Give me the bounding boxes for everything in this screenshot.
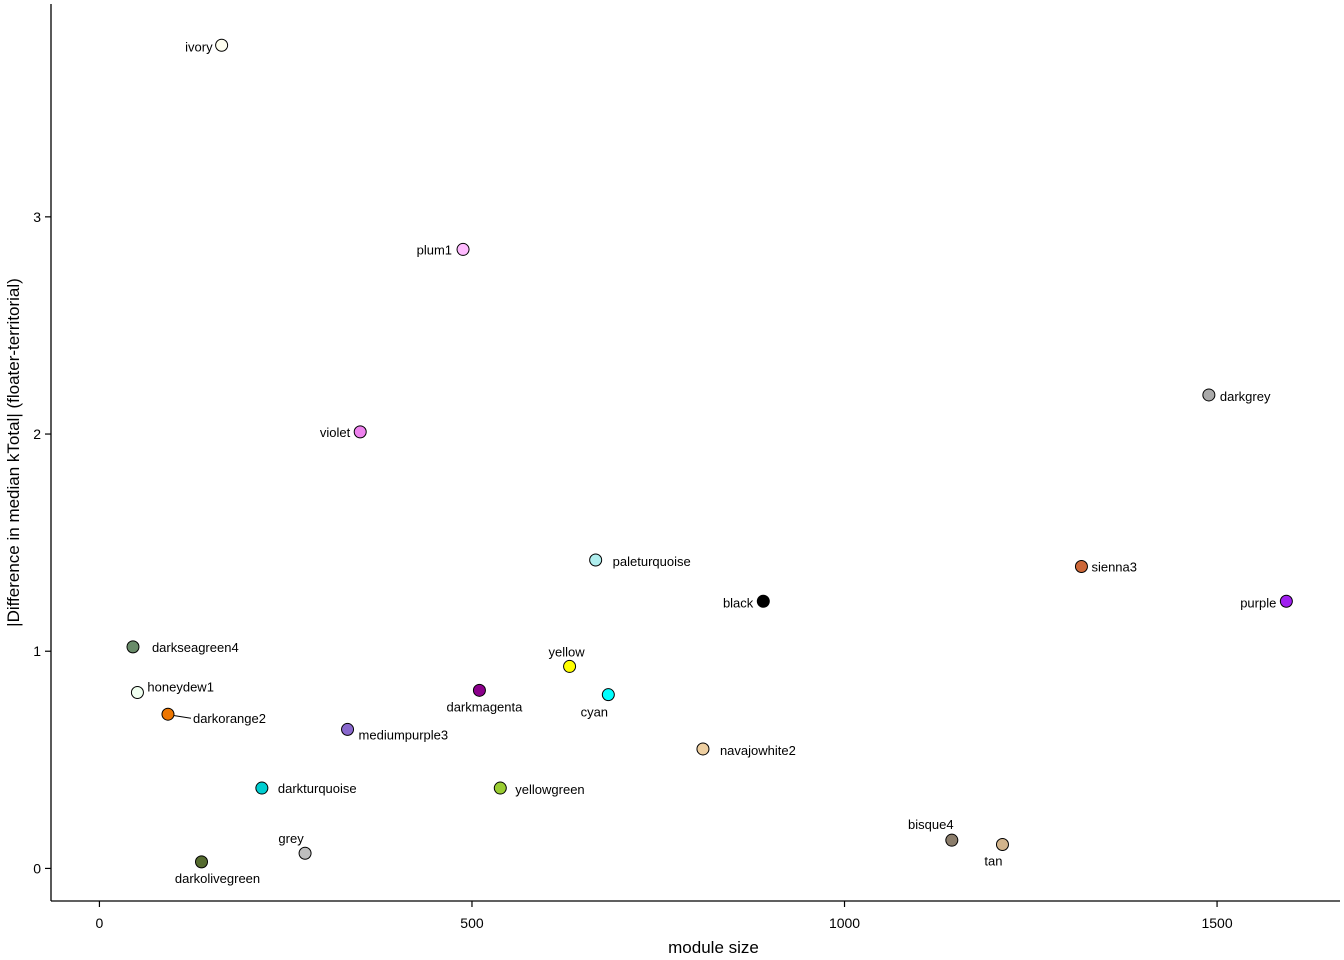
data-point (563, 659, 577, 673)
y-tick-label: 2 (33, 426, 41, 442)
point-label: sienna3 (1091, 560, 1137, 575)
y-tick-label: 0 (33, 860, 41, 876)
point-label: yellow (549, 644, 586, 659)
point-label: grey (278, 831, 304, 846)
data-point (456, 242, 470, 256)
x-tick-label: 500 (460, 915, 484, 931)
data-point (341, 722, 355, 736)
data-point (995, 838, 1009, 852)
point-labels: ivory plum1 darkgrey violet paleturquoise sie… (147, 39, 1276, 886)
data-point (353, 425, 367, 439)
point-label: yellowgreen (515, 782, 584, 797)
point-label: plum1 (417, 242, 452, 257)
point-label: tan (984, 854, 1002, 869)
point-label: darkturquoise (278, 781, 357, 796)
data-point (696, 742, 710, 756)
x-axis-title: module size (668, 938, 759, 957)
data-point (1202, 388, 1216, 402)
point-label: darkgrey (1220, 389, 1271, 404)
data-point (493, 781, 507, 795)
y-tick-label: 1 (33, 643, 41, 659)
data-point (126, 640, 140, 654)
x-tick-label: 1000 (829, 915, 860, 931)
point-label: darkmagenta (446, 699, 523, 714)
data-point (589, 553, 603, 567)
point-label: mediumpurple3 (359, 727, 449, 742)
data-point (215, 38, 229, 52)
data-point (130, 685, 144, 699)
data-point (298, 846, 312, 860)
x-tick-label: 0 (96, 915, 104, 931)
point-label: darkolivegreen (175, 871, 260, 886)
point-label: violet (320, 425, 351, 440)
point-label: darkseagreen4 (152, 640, 239, 655)
data-points (126, 38, 1293, 869)
axes: 0 500 1000 1500 0 1 2 3 (33, 4, 1340, 931)
data-point (756, 594, 770, 608)
data-point (1074, 560, 1088, 574)
point-label: purple (1240, 595, 1276, 610)
x-tick-label: 1500 (1201, 915, 1232, 931)
point-label: bisque4 (908, 817, 954, 832)
point-label: darkorange2 (193, 711, 266, 726)
data-point (161, 707, 175, 721)
data-point (945, 833, 959, 847)
data-point (472, 683, 486, 697)
point-label: paleturquoise (613, 554, 691, 569)
data-point (255, 781, 269, 795)
point-label: black (723, 595, 754, 610)
point-label: ivory (185, 39, 213, 54)
y-tick-label: 3 (33, 209, 41, 225)
data-point (195, 855, 209, 869)
point-label: honeydew1 (147, 679, 214, 694)
y-axis-title: |Difference in median kTotal| (floater-t… (4, 278, 23, 627)
data-point (1279, 594, 1293, 608)
point-label: navajowhite2 (720, 743, 796, 758)
label-leader-line (171, 714, 192, 719)
data-point (601, 688, 615, 702)
point-label: cyan (581, 705, 608, 720)
